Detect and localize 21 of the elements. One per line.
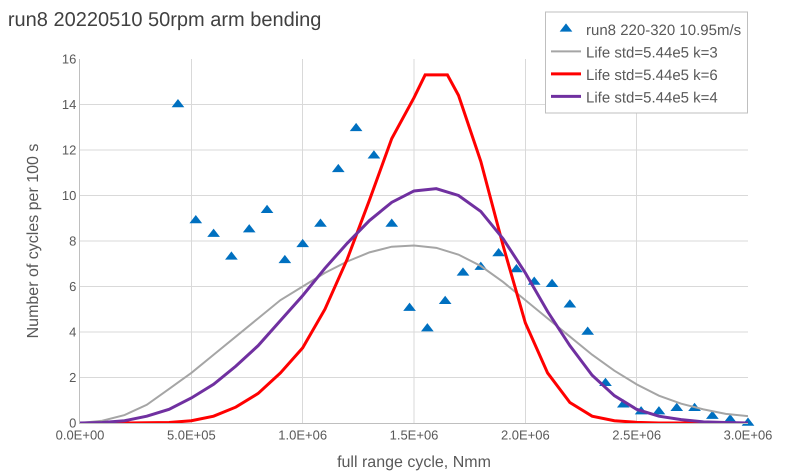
legend-label: Life std=5.44e5 k=6: [586, 66, 718, 84]
chart-title: run8 20220510 50rpm arm bending: [8, 8, 322, 31]
x-axis-title: full range cycle, Nmm: [337, 454, 491, 471]
y-tick-label: 12: [62, 142, 76, 158]
legend-label: run8 220-320 10.95m/s: [586, 22, 742, 39]
x-tick-label: 2.5E+06: [612, 428, 662, 443]
x-tick-label: 1.0E+06: [278, 428, 328, 443]
y-axis-title: Number of cycles per 100 s: [25, 144, 42, 338]
x-tick-label: 3.0E+06: [724, 428, 772, 443]
legend-label: Life std=5.44e5 k=4: [586, 89, 718, 106]
y-tick-label: 14: [62, 97, 76, 112]
y-tick-label: 8: [69, 234, 76, 249]
x-tick-label: 5.0E+05: [166, 428, 216, 443]
x-tick-label: 1.5E+06: [390, 428, 438, 443]
y-tick-label: 16: [62, 52, 76, 67]
x-tick-label: 2.0E+06: [500, 428, 550, 443]
y-tick-label: 6: [69, 279, 76, 294]
legend-label: Life std=5.44e5 k=3: [586, 44, 718, 62]
y-tick-label: 2: [69, 370, 76, 386]
y-tick-label: 10: [62, 188, 76, 204]
y-tick-label: 4: [69, 324, 76, 340]
